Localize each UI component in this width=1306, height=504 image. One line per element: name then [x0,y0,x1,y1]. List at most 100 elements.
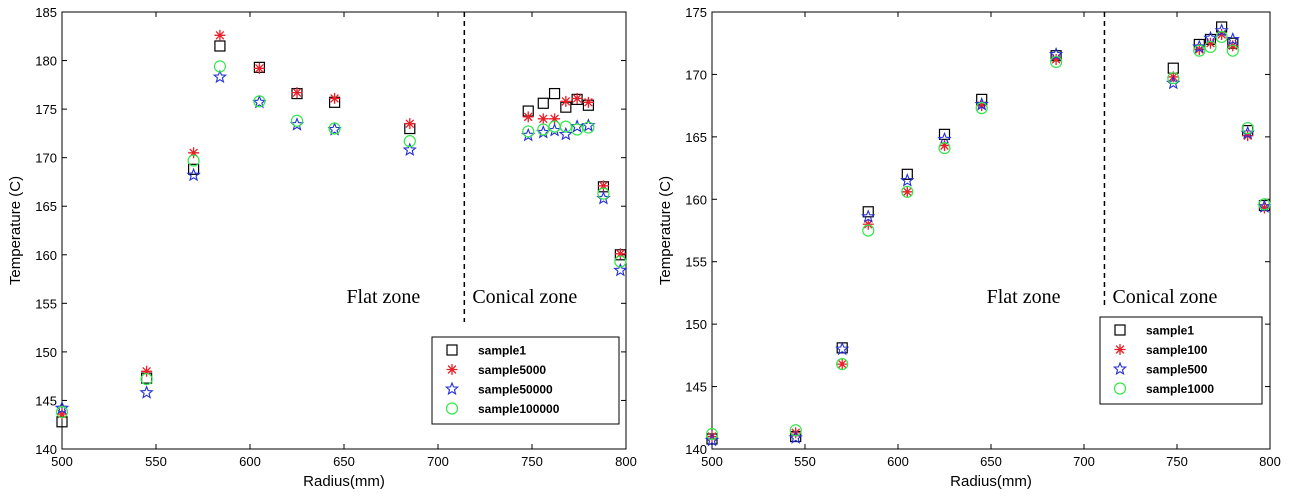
data-point [836,358,848,370]
y-axis-label: Temperature (C) [7,176,24,285]
legend-marker [1113,382,1127,395]
x-tick-label: 750 [521,454,543,469]
legend-marker [1114,324,1126,336]
data-point [571,92,583,104]
data-point [1204,40,1217,54]
y-tick-label: 175 [35,102,57,117]
data-point [1193,44,1206,57]
data-point [56,408,68,420]
data-point [939,140,950,152]
data-point [549,113,561,125]
data-point [214,29,226,41]
data-point [214,40,226,52]
legend-entry: sample5000 [478,363,546,377]
data-point [706,431,718,443]
data-point [1225,31,1240,46]
flat-zone-label: Flat zone [987,286,1061,308]
y-tick-label: 165 [35,199,57,214]
x-tick-label: 700 [1073,454,1095,469]
data-point [861,209,876,223]
data-point [788,430,803,444]
data-point [901,186,913,198]
data-point [1215,30,1228,44]
data-point [140,372,153,386]
data-point [186,167,201,182]
y-tick-label: 165 [685,130,707,145]
data-point [548,87,561,100]
legend-marker [1114,344,1126,355]
data-point [900,173,915,187]
data-point [614,248,626,260]
legend-entry: sample500 [1146,363,1208,377]
data-point [1204,37,1216,49]
x-tick-label: 700 [427,454,449,469]
flat-zone-label: Flat zone [346,286,420,308]
data-point [329,92,341,104]
y-tick-label: 170 [35,151,57,166]
data-point [1241,122,1254,135]
data-point [901,168,913,180]
x-tick-label: 600 [239,454,261,469]
data-point [522,125,535,138]
data-point [54,400,70,415]
x-axis-label: Radius(mm) [950,473,1032,490]
data-point [547,122,562,137]
data-point [976,100,988,112]
data-point [188,147,200,159]
data-point [1192,39,1207,54]
legend-entry: sample100 [1146,343,1208,357]
data-point [291,87,303,99]
x-tick-label: 500 [701,454,723,469]
series-sample50000 [54,69,628,415]
legend: sample1 sample100 sample500 sample1000 [1099,316,1263,405]
y-tick-label: 150 [685,317,707,332]
legend-marker [444,381,460,396]
data-point [212,69,228,84]
data-point [253,95,266,108]
data-point [901,185,914,198]
legend-entry: sample1000 [1146,382,1214,396]
data-point [252,94,267,109]
data-point [1048,46,1064,61]
data-point [1049,55,1063,69]
data-point [1203,30,1218,45]
series-sample5000 [56,29,626,420]
data-point [1258,202,1270,214]
series-sample1000 [705,30,1271,441]
x-tick-label: 800 [615,454,637,469]
legend-marker [1112,361,1128,376]
legend-entry: sample50000 [478,383,553,397]
data-point [328,122,341,135]
chart-2: 500 550 600 650 700 750 800 140 145 150 155 160 165 1… [657,5,1281,490]
y-tick-label: 170 [685,67,707,82]
data-point [937,131,952,146]
data-point [1167,72,1180,85]
y-tick-label: 150 [35,345,57,360]
data-point [1050,53,1062,65]
data-point [1226,44,1239,57]
legend-entry: sample1 [478,344,526,358]
data-point [705,427,719,441]
x-tick-label: 550 [794,454,816,469]
data-point [862,218,874,230]
data-point [522,111,534,123]
data-point [597,180,609,192]
data-point [789,424,802,437]
y-tick-label: 140 [685,442,707,457]
y-tick-label: 140 [35,442,57,457]
legend-marker [446,344,458,356]
x-tick-label: 650 [980,454,1002,469]
series-sample100000 [55,60,627,419]
data-point [559,120,572,133]
data-point [862,224,875,237]
data-point [404,118,416,130]
conical-zone-label: Conical zone [472,286,577,308]
data-point [327,121,342,136]
y-tick-label: 160 [685,192,707,207]
data-point [614,255,627,268]
legend-box [431,336,620,425]
conical-zone-label: Conical zone [1112,286,1217,308]
data-point [1258,198,1271,211]
y-tick-label: 155 [685,255,707,270]
